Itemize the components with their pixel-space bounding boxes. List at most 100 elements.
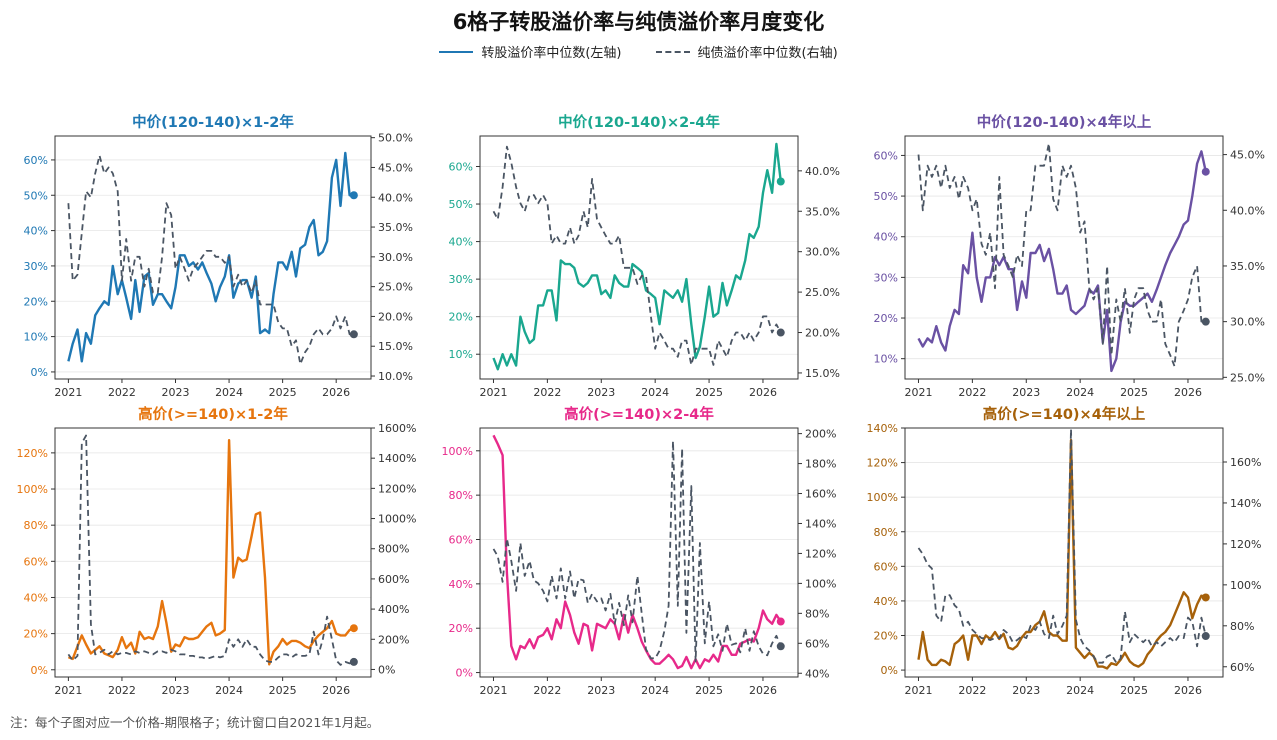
left-tick-label: 120%: [17, 447, 48, 460]
right-tick-label: 40.0%: [1230, 204, 1265, 217]
x-tick-label: 2021: [479, 684, 507, 697]
left-tick-label: 60%: [449, 534, 473, 547]
bond-premium-last-point: [1201, 632, 1210, 641]
bond-premium-line: [917, 142, 1206, 368]
subplot-title: 中价(120-140)×4年以上: [977, 113, 1152, 131]
x-tick-label: 2023: [162, 684, 190, 697]
x-tick-label: 2021: [904, 386, 932, 399]
right-tick-label: 35.0%: [1230, 260, 1265, 273]
right-tick-label: 60%: [1230, 661, 1254, 674]
left-tick-label: 100%: [867, 491, 898, 504]
right-tick-label: 120%: [1230, 538, 1261, 551]
subplot-title: 中价(120-140)×2-4年: [558, 113, 720, 131]
right-tick-label: 25.0%: [805, 286, 840, 299]
right-tick-label: 10.0%: [378, 370, 413, 383]
left-tick-label: 10%: [24, 331, 48, 344]
subplot-title: 高价(>=140)×4年以上: [983, 405, 1146, 423]
bond-premium-last-point: [776, 642, 785, 651]
x-tick-label: 2025: [695, 386, 723, 399]
left-tick-label: 60%: [874, 560, 898, 573]
subplot-2: 中价(120-140)×2-4年 10% 20% 30% 40% 50% 60% 15.0% 2…: [449, 113, 840, 399]
bond-premium-line: [917, 428, 1207, 664]
conversion-premium-line: [67, 439, 355, 666]
right-tick-label: 30.0%: [805, 246, 840, 259]
x-tick-label: 2022: [533, 386, 561, 399]
subplot-title: 中价(120-140)×1-2年: [132, 113, 294, 131]
right-tick-label: 1200%: [378, 482, 416, 495]
right-tick-label: 1400%: [378, 452, 416, 465]
legend-item-bond: 纯债溢价率中位数(右轴): [655, 42, 838, 61]
left-tick-label: 40%: [24, 225, 48, 238]
right-tick-label: 180%: [805, 458, 836, 471]
legend-solid-swatch: [439, 50, 474, 53]
left-tick-label: 20%: [449, 311, 473, 324]
bond-premium-line: [67, 154, 354, 366]
left-tick-label: 10%: [449, 348, 473, 361]
right-tick-label: 1600%: [378, 422, 416, 435]
right-tick-label: 60%: [805, 637, 829, 650]
left-tick-label: 30%: [449, 273, 473, 286]
right-tick-label: 100%: [1230, 579, 1261, 592]
left-tick-label: 20%: [24, 628, 48, 641]
x-tick-label: 2026: [749, 386, 777, 399]
x-tick-label: 2023: [1012, 386, 1040, 399]
subplot-1: 中价(120-140)×1-2年 0% 10% 20% 30% 40% 50% 60% 10.0…: [24, 113, 413, 399]
x-tick-label: 2022: [958, 386, 986, 399]
plot-frame: [54, 135, 372, 380]
plot-frame: [904, 135, 1224, 380]
x-tick-label: 2026: [749, 684, 777, 697]
subplot-4: 高价(>=140)×1-2年 0% 20% 40% 60% 80% 100% 120% 0% 20…: [17, 405, 417, 697]
x-tick-label: 2023: [162, 386, 190, 399]
left-tick-label: 0%: [881, 664, 898, 677]
right-tick-label: 200%: [805, 428, 836, 441]
right-tick-label: 30.0%: [1230, 316, 1265, 329]
x-tick-label: 2023: [1012, 684, 1040, 697]
right-tick-label: 35.0%: [805, 205, 840, 218]
left-tick-label: 140%: [867, 422, 898, 435]
right-tick-label: 25.0%: [378, 281, 413, 294]
x-tick-label: 2026: [1174, 386, 1202, 399]
right-tick-label: 0%: [378, 663, 395, 676]
left-tick-label: 100%: [442, 445, 473, 458]
conversion-premium-line: [67, 151, 354, 363]
left-tick-label: 80%: [24, 519, 48, 532]
x-tick-label: 2022: [533, 684, 561, 697]
conversion-premium-line: [917, 150, 1207, 373]
x-tick-label: 2025: [1120, 684, 1148, 697]
left-tick-label: 80%: [449, 489, 473, 502]
x-tick-label: 2026: [1174, 684, 1202, 697]
right-tick-label: 15.0%: [805, 367, 840, 380]
left-tick-label: 40%: [449, 578, 473, 591]
right-tick-label: 30.0%: [378, 251, 413, 264]
x-tick-label: 2023: [587, 386, 615, 399]
right-tick-label: 45.0%: [1230, 149, 1265, 162]
legend: 转股溢价率中位数(左轴) 纯债溢价率中位数(右轴): [0, 42, 1277, 61]
x-tick-label: 2022: [108, 386, 136, 399]
left-tick-label: 40%: [24, 591, 48, 604]
right-tick-label: 40%: [805, 667, 829, 680]
bond-premium-last-point: [776, 328, 785, 337]
right-tick-label: 40.0%: [378, 191, 413, 204]
left-tick-label: 20%: [24, 295, 48, 308]
subplot-title: 高价(>=140)×2-4年: [564, 405, 714, 423]
right-tick-label: 600%: [378, 573, 409, 586]
right-tick-label: 15.0%: [378, 340, 413, 353]
bond-premium-last-point: [1201, 317, 1210, 326]
x-tick-label: 2021: [479, 386, 507, 399]
bond-premium-last-point: [349, 330, 358, 339]
plot-frame: [54, 427, 372, 678]
right-tick-label: 35.0%: [378, 221, 413, 234]
right-tick-label: 160%: [805, 488, 836, 501]
subplot-title: 高价(>=140)×1-2年: [138, 405, 288, 423]
left-tick-label: 80%: [874, 526, 898, 539]
legend-item-conversion: 转股溢价率中位数(左轴): [439, 42, 622, 61]
left-tick-label: 40%: [874, 231, 898, 244]
x-tick-label: 2026: [322, 684, 350, 697]
x-tick-label: 2024: [641, 684, 669, 697]
left-tick-label: 50%: [449, 198, 473, 211]
left-tick-label: 0%: [31, 664, 48, 677]
right-tick-label: 1000%: [378, 513, 416, 526]
conversion-premium-last-point: [1201, 593, 1210, 602]
x-tick-label: 2026: [322, 386, 350, 399]
right-tick-label: 100%: [805, 577, 836, 590]
